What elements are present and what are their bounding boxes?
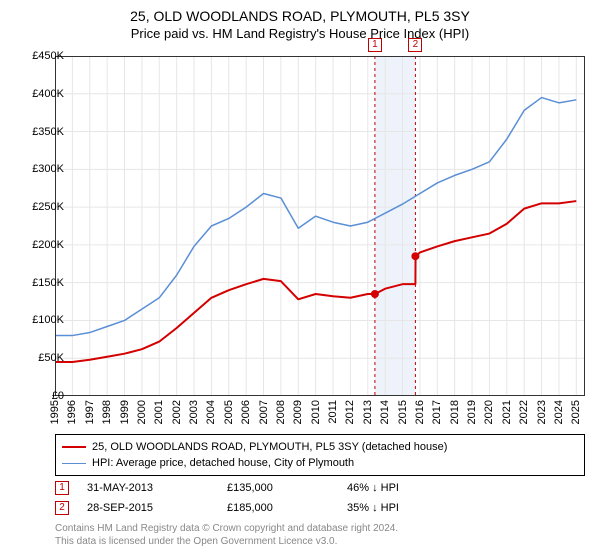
legend-label: HPI: Average price, detached house, City… bbox=[92, 457, 354, 469]
legend-swatch bbox=[62, 463, 86, 464]
y-tick-label: £450K bbox=[14, 50, 64, 62]
y-tick-label: £250K bbox=[14, 201, 64, 213]
x-tick-label: 2024 bbox=[553, 400, 565, 424]
y-tick-label: £100K bbox=[14, 314, 64, 326]
y-tick-label: £400K bbox=[14, 88, 64, 100]
y-tick-label: £300K bbox=[14, 163, 64, 175]
x-tick-label: 2001 bbox=[153, 400, 165, 424]
x-tick-label: 2012 bbox=[344, 400, 356, 424]
x-tick-label: 1997 bbox=[84, 400, 96, 424]
x-tick-label: 2011 bbox=[327, 400, 339, 424]
x-tick-label: 2022 bbox=[518, 400, 530, 424]
x-tick-label: 2010 bbox=[310, 400, 322, 424]
x-tick-label: 2019 bbox=[466, 400, 478, 424]
x-tick-label: 2013 bbox=[362, 400, 374, 424]
x-tick-label: 2005 bbox=[223, 400, 235, 424]
sale-price: £185,000 bbox=[227, 502, 347, 514]
x-tick-label: 1996 bbox=[66, 400, 78, 424]
sale-diff: 35% ↓ HPI bbox=[347, 502, 467, 514]
y-tick-label: £150K bbox=[14, 277, 64, 289]
sale-marker-badge: 2 bbox=[55, 501, 69, 515]
chart-title-line1: 25, OLD WOODLANDS ROAD, PLYMOUTH, PL5 3S… bbox=[0, 8, 600, 24]
y-tick-label: £50K bbox=[14, 352, 64, 364]
footer-line1: Contains HM Land Registry data © Crown c… bbox=[55, 522, 585, 535]
footer-line2: This data is licensed under the Open Gov… bbox=[55, 535, 585, 548]
x-tick-label: 2014 bbox=[379, 400, 391, 424]
x-tick-label: 2009 bbox=[292, 400, 304, 424]
sale-date: 31-MAY-2013 bbox=[87, 482, 227, 494]
sale-marker-badge: 1 bbox=[368, 38, 382, 52]
x-tick-label: 2000 bbox=[136, 400, 148, 424]
sale-date: 28-SEP-2015 bbox=[87, 502, 227, 514]
x-tick-label: 2018 bbox=[449, 400, 461, 424]
legend-row: 25, OLD WOODLANDS ROAD, PLYMOUTH, PL5 3S… bbox=[62, 439, 578, 455]
legend: 25, OLD WOODLANDS ROAD, PLYMOUTH, PL5 3S… bbox=[55, 434, 585, 476]
legend-row: HPI: Average price, detached house, City… bbox=[62, 455, 578, 471]
sale-marker-badge: 1 bbox=[55, 481, 69, 495]
x-tick-label: 2017 bbox=[431, 400, 443, 424]
sale-row: 1 31-MAY-2013£135,00046% ↓ HPI bbox=[55, 478, 585, 498]
legend-label: 25, OLD WOODLANDS ROAD, PLYMOUTH, PL5 3S… bbox=[92, 441, 447, 453]
sale-row: 2 28-SEP-2015£185,00035% ↓ HPI bbox=[55, 498, 585, 518]
chart-area bbox=[55, 56, 585, 396]
y-tick-label: £200K bbox=[14, 239, 64, 251]
title-block: 25, OLD WOODLANDS ROAD, PLYMOUTH, PL5 3S… bbox=[0, 0, 600, 41]
x-tick-label: 1998 bbox=[101, 400, 113, 424]
x-tick-label: 2006 bbox=[240, 400, 252, 424]
x-tick-label: 2020 bbox=[483, 400, 495, 424]
x-tick-label: 1999 bbox=[119, 400, 131, 424]
sale-price: £135,000 bbox=[227, 482, 347, 494]
x-tick-label: 2004 bbox=[205, 400, 217, 424]
x-tick-label: 2016 bbox=[414, 400, 426, 424]
sales-table: 1 31-MAY-2013£135,00046% ↓ HPI 2 28-SEP-201… bbox=[55, 478, 585, 518]
sale-marker-badge: 2 bbox=[408, 38, 422, 52]
sale-diff: 46% ↓ HPI bbox=[347, 482, 467, 494]
x-tick-label: 2007 bbox=[258, 400, 270, 424]
x-tick-label: 2025 bbox=[570, 400, 582, 424]
x-tick-label: 2003 bbox=[188, 400, 200, 424]
x-tick-label: 2021 bbox=[501, 400, 513, 424]
x-tick-label: 2008 bbox=[275, 400, 287, 424]
plot-svg bbox=[55, 56, 585, 396]
x-tick-label: 1995 bbox=[49, 400, 61, 424]
footer-attribution: Contains HM Land Registry data © Crown c… bbox=[55, 522, 585, 548]
x-tick-label: 2023 bbox=[536, 400, 548, 424]
chart-container: 25, OLD WOODLANDS ROAD, PLYMOUTH, PL5 3S… bbox=[0, 0, 600, 560]
chart-title-line2: Price paid vs. HM Land Registry's House … bbox=[0, 26, 600, 41]
x-tick-label: 2015 bbox=[397, 400, 409, 424]
x-tick-label: 2002 bbox=[171, 400, 183, 424]
legend-swatch bbox=[62, 446, 86, 448]
y-tick-label: £350K bbox=[14, 126, 64, 138]
